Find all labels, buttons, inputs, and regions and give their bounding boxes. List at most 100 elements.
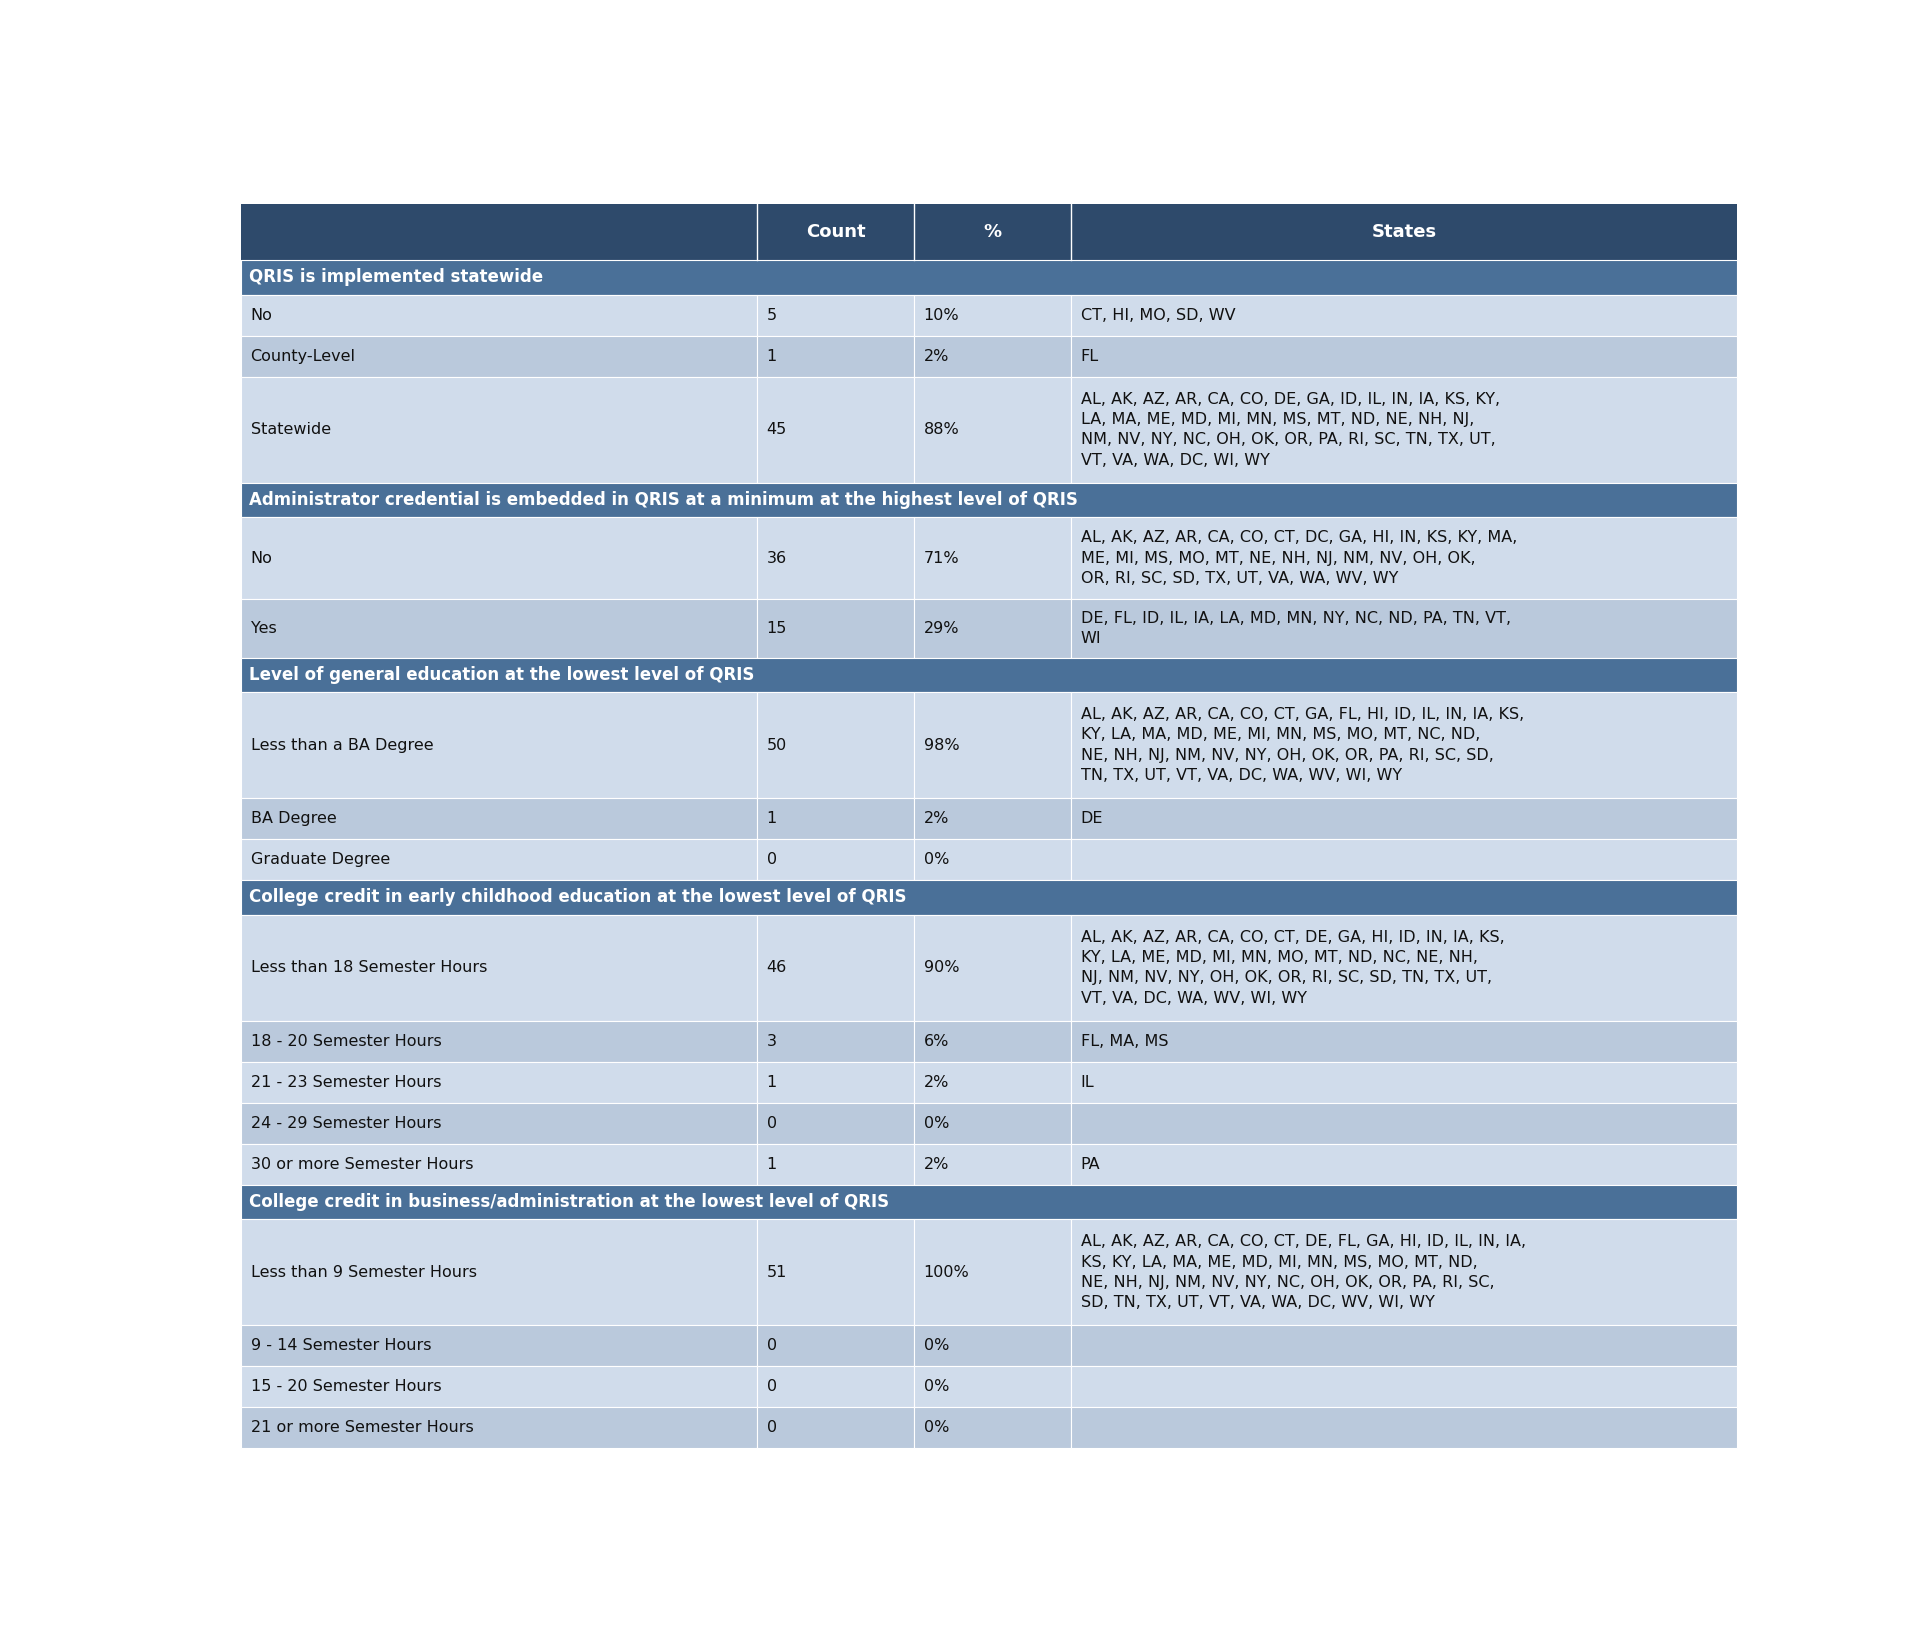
Text: 5: 5 — [766, 308, 776, 322]
Bar — [1071, 798, 1737, 839]
Bar — [915, 376, 1071, 483]
Text: 90%: 90% — [924, 960, 959, 975]
Text: 98%: 98% — [924, 738, 959, 753]
Text: 30 or more Semester Hours: 30 or more Semester Hours — [251, 1157, 473, 1171]
Bar — [915, 1325, 1071, 1366]
Text: No: No — [251, 308, 272, 322]
Bar — [241, 376, 757, 483]
Text: 0%: 0% — [924, 1338, 950, 1353]
Text: Count: Count — [807, 222, 867, 240]
Bar — [1071, 1407, 1737, 1448]
Text: 0: 0 — [766, 1116, 776, 1130]
Text: DE, FL, ID, IL, IA, LA, MD, MN, NY, NC, ND, PA, TN, VT,
WI: DE, FL, ID, IL, IA, LA, MD, MN, NY, NC, … — [1081, 610, 1511, 646]
Text: 88%: 88% — [924, 422, 959, 437]
Text: Graduate Degree: Graduate Degree — [251, 852, 390, 867]
Bar — [915, 335, 1071, 376]
Bar — [241, 915, 757, 1021]
Text: 71%: 71% — [924, 551, 959, 566]
Bar — [757, 1062, 915, 1103]
Text: 0%: 0% — [924, 852, 950, 867]
Text: 0: 0 — [766, 1338, 776, 1353]
Bar — [915, 692, 1071, 798]
Text: AL, AK, AZ, AR, CA, CO, CT, DE, FL, GA, HI, ID, IL, IN, IA,
KS, KY, LA, MA, ME, : AL, AK, AZ, AR, CA, CO, CT, DE, FL, GA, … — [1081, 1234, 1527, 1310]
Text: FL, MA, MS: FL, MA, MS — [1081, 1034, 1168, 1049]
Text: 15: 15 — [766, 622, 787, 636]
Text: Less than a BA Degree: Less than a BA Degree — [251, 738, 432, 753]
Bar — [1071, 599, 1737, 658]
Bar — [241, 1219, 757, 1325]
Text: 10%: 10% — [924, 308, 959, 322]
Bar — [241, 483, 1737, 517]
Bar — [241, 1407, 757, 1448]
Bar — [915, 1219, 1071, 1325]
Bar — [757, 915, 915, 1021]
Text: Less than 9 Semester Hours: Less than 9 Semester Hours — [251, 1265, 477, 1279]
Text: Administrator credential is embedded in QRIS at a minimum at the highest level o: Administrator credential is embedded in … — [249, 491, 1077, 509]
Text: 45: 45 — [766, 422, 787, 437]
Text: Level of general education at the lowest level of QRIS: Level of general education at the lowest… — [249, 666, 755, 684]
Text: 0%: 0% — [924, 1379, 950, 1394]
Bar — [1071, 1062, 1737, 1103]
Text: 15 - 20 Semester Hours: 15 - 20 Semester Hours — [251, 1379, 442, 1394]
Bar — [1071, 376, 1737, 483]
Text: No: No — [251, 551, 272, 566]
Text: 2%: 2% — [924, 811, 950, 826]
Bar — [757, 1144, 915, 1184]
Bar — [1071, 915, 1737, 1021]
Bar — [757, 798, 915, 839]
Text: 3: 3 — [766, 1034, 776, 1049]
Bar — [241, 517, 757, 599]
Text: PA: PA — [1081, 1157, 1100, 1171]
Bar — [757, 1407, 915, 1448]
Bar — [757, 839, 915, 880]
Text: AL, AK, AZ, AR, CA, CO, CT, GA, FL, HI, ID, IL, IN, IA, KS,
KY, LA, MA, MD, ME, : AL, AK, AZ, AR, CA, CO, CT, GA, FL, HI, … — [1081, 707, 1525, 784]
Bar — [241, 1325, 757, 1366]
Bar — [241, 1021, 757, 1062]
Bar — [241, 1366, 757, 1407]
Text: College credit in business/administration at the lowest level of QRIS: College credit in business/administratio… — [249, 1193, 890, 1211]
Bar — [757, 376, 915, 483]
Bar — [241, 839, 757, 880]
Bar — [915, 1366, 1071, 1407]
Text: County-Level: County-Level — [251, 348, 355, 363]
Text: 24 - 29 Semester Hours: 24 - 29 Semester Hours — [251, 1116, 442, 1130]
Bar — [241, 798, 757, 839]
Bar — [757, 692, 915, 798]
Bar — [241, 599, 757, 658]
Bar — [757, 1219, 915, 1325]
Bar — [241, 658, 1737, 692]
Text: 1: 1 — [766, 1157, 778, 1171]
Text: %: % — [984, 222, 1002, 240]
Bar — [241, 880, 1737, 915]
Text: AL, AK, AZ, AR, CA, CO, CT, DE, GA, HI, ID, IN, IA, KS,
KY, LA, ME, MD, MI, MN, : AL, AK, AZ, AR, CA, CO, CT, DE, GA, HI, … — [1081, 929, 1505, 1006]
Text: 46: 46 — [766, 960, 787, 975]
Text: 0: 0 — [766, 1379, 776, 1394]
Bar — [757, 1103, 915, 1144]
Text: IL: IL — [1081, 1075, 1094, 1090]
Text: 1: 1 — [766, 811, 778, 826]
Bar — [1071, 517, 1737, 599]
Text: DE: DE — [1081, 811, 1104, 826]
Bar — [241, 1062, 757, 1103]
Bar — [757, 1366, 915, 1407]
Bar — [915, 294, 1071, 335]
Text: CT, HI, MO, SD, WV: CT, HI, MO, SD, WV — [1081, 308, 1235, 322]
Bar — [1071, 1325, 1737, 1366]
Text: 2%: 2% — [924, 1075, 950, 1090]
Bar — [915, 517, 1071, 599]
Bar — [915, 1103, 1071, 1144]
Bar — [1071, 692, 1737, 798]
Text: Statewide: Statewide — [251, 422, 330, 437]
Bar — [757, 599, 915, 658]
Bar — [1071, 1144, 1737, 1184]
Text: QRIS is implemented statewide: QRIS is implemented statewide — [249, 268, 542, 286]
Bar — [241, 1144, 757, 1184]
Bar — [1071, 1103, 1737, 1144]
Text: 21 or more Semester Hours: 21 or more Semester Hours — [251, 1420, 473, 1435]
Text: 51: 51 — [766, 1265, 787, 1279]
Bar — [915, 1407, 1071, 1448]
Bar — [757, 517, 915, 599]
Text: 2%: 2% — [924, 1157, 950, 1171]
Bar — [915, 839, 1071, 880]
Text: 50: 50 — [766, 738, 787, 753]
